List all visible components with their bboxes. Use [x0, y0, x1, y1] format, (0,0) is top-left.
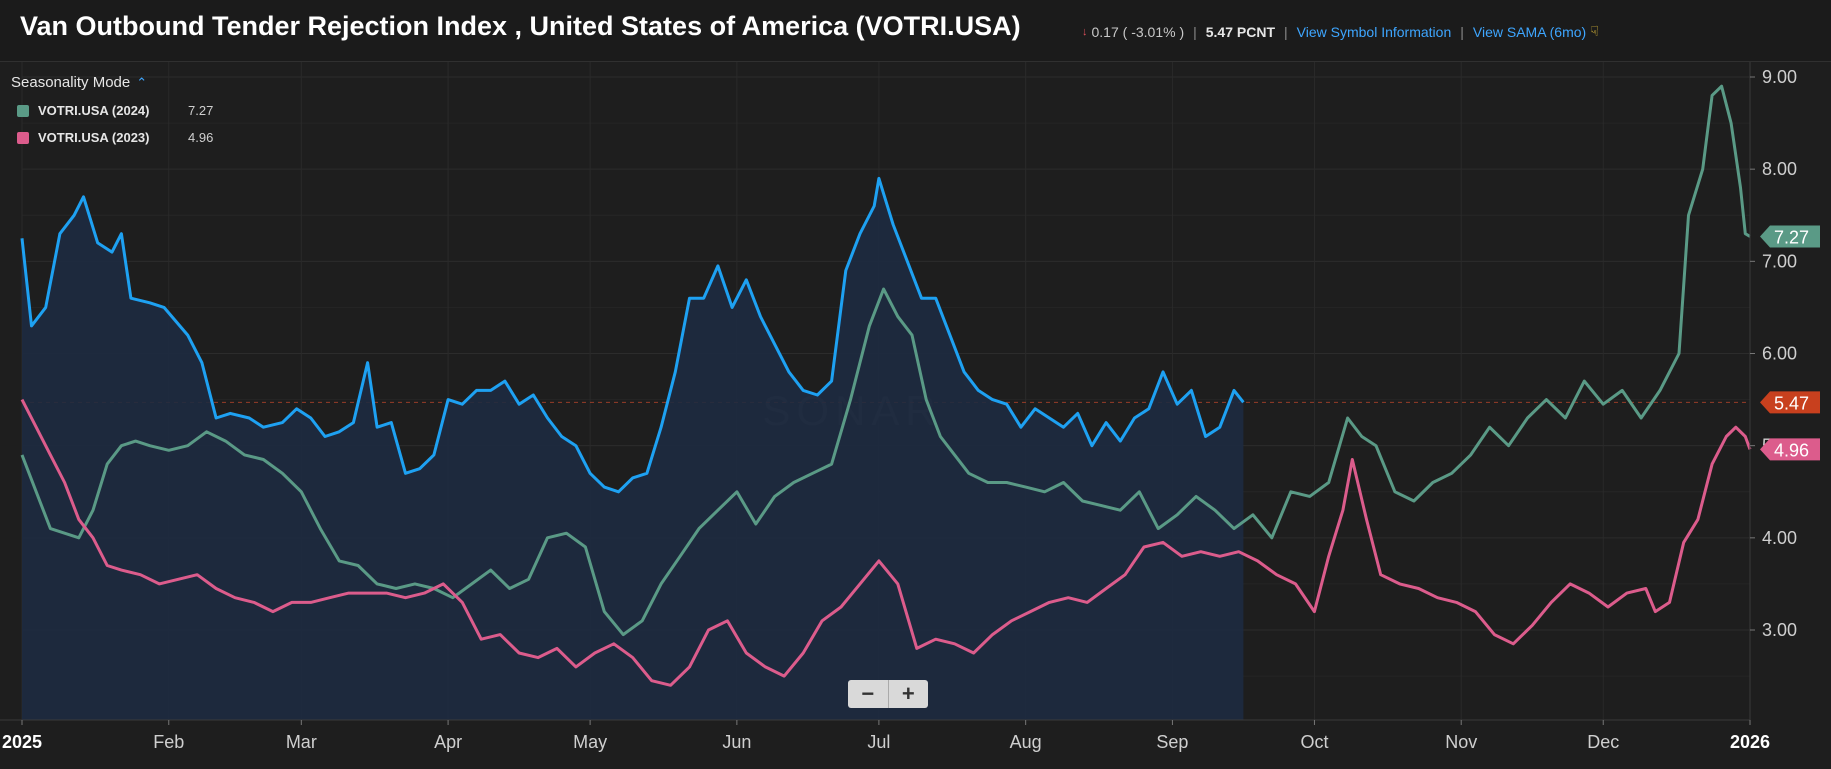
legend-series-value: 7.27 [188, 103, 214, 118]
zoom-in-button[interactable]: + [901, 681, 915, 706]
x-tick-label: Jun [722, 732, 751, 752]
legend-swatch [17, 104, 29, 117]
x-tick-label: Nov [1445, 732, 1477, 752]
legend-series-name: VOTRI.USA (2024) [38, 103, 150, 118]
legend-series-name: VOTRI.USA (2023) [38, 130, 150, 145]
zoom-out-button[interactable]: − [848, 680, 889, 708]
header-info: ↓ 0.17 ( -3.01% ) | 5.47 PCNT | View Sym… [1082, 23, 1599, 40]
sama-icon[interactable]: ☟ [1590, 23, 1599, 39]
x-tick-label: Jul [867, 732, 890, 752]
seasonality-mode-label: Seasonality Mode [11, 74, 131, 91]
end-value-tag [1760, 391, 1820, 414]
legend-series-value: 4.96 [188, 130, 214, 145]
end-value-label: 7.27 [1774, 227, 1809, 247]
end-value-label: 4.96 [1774, 440, 1809, 460]
x-tick-label: 2026 [1730, 732, 1770, 752]
x-tick-label: Dec [1587, 732, 1619, 752]
legend-swatch [17, 131, 29, 144]
end-value-tag [1760, 225, 1820, 248]
chart-header: Van Outbound Tender Rejection Index , Un… [0, 0, 1831, 62]
divider: | [1284, 23, 1288, 40]
chart-svg[interactable]: SONAR3.004.005.006.007.008.009.007.275.4… [0, 62, 1831, 764]
x-tick-label: Aug [1010, 732, 1042, 752]
y-tick-label: 7.00 [1762, 251, 1797, 271]
end-value-label: 5.47 [1774, 393, 1809, 413]
divider: | [1460, 23, 1464, 40]
x-tick-label: Apr [434, 732, 462, 752]
seasonality-mode-toggle[interactable]: Seasonality Mode ⌃ [11, 74, 213, 91]
x-tick-label: May [573, 732, 607, 752]
down-arrow-icon: ↓ [1082, 25, 1088, 38]
x-tick-label: Feb [153, 732, 184, 752]
last-value: 5.47 PCNT [1205, 23, 1275, 40]
chevron-up-icon[interactable]: ⌃ [136, 74, 148, 90]
legend: Seasonality Mode ⌃ VOTRI.USA (2024) 7.27… [11, 74, 213, 145]
chart-title: Van Outbound Tender Rejection Index , Un… [20, 11, 1021, 41]
x-tick-label: Mar [286, 732, 317, 752]
x-tick-label: Sep [1156, 732, 1188, 752]
series-line [20, 398, 1752, 687]
y-tick-label: 9.00 [1762, 67, 1797, 87]
legend-item[interactable]: VOTRI.USA (2024) 7.27 [11, 103, 213, 118]
x-tick-label: Oct [1300, 732, 1328, 752]
x-tick-label: 2025 [2, 732, 42, 752]
change-value: 0.17 ( -3.01% ) [1091, 23, 1185, 40]
y-tick-label: 8.00 [1762, 159, 1797, 179]
divider: | [1193, 23, 1197, 40]
end-value-tag [1760, 438, 1820, 461]
view-symbol-info-link[interactable]: View Symbol Information [1296, 23, 1452, 40]
series-area [22, 178, 1244, 720]
series-line [20, 176, 1245, 494]
y-tick-label: 6.00 [1762, 344, 1797, 364]
chart-area[interactable]: SONAR3.004.005.006.007.008.009.007.275.4… [0, 62, 1831, 764]
y-tick-label: 3.00 [1762, 620, 1797, 640]
series-line [20, 84, 1751, 637]
y-tick-label: 4.00 [1762, 528, 1797, 548]
view-sama-link[interactable]: View SAMA (6mo) [1472, 23, 1587, 40]
zoom-controls: − + [848, 680, 928, 708]
legend-item[interactable]: VOTRI.USA (2023) 4.96 [11, 130, 213, 145]
